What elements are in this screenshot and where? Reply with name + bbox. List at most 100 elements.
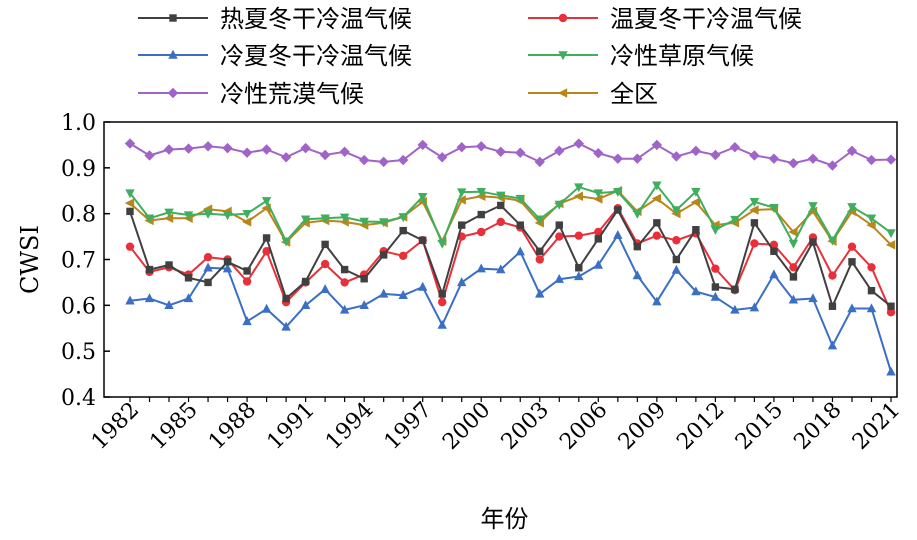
data-point [399, 226, 407, 235]
data-point [827, 340, 838, 350]
data-point [456, 195, 466, 205]
y-tick-label: 0.4 [61, 386, 96, 411]
legend-label: 温夏冬干冷温气候 [610, 5, 802, 33]
series-line [129, 204, 892, 310]
legend-swatch-marker [168, 49, 178, 59]
x-tick-label: 2000 [438, 398, 495, 455]
data-point [300, 300, 311, 310]
legend-swatch-marker [557, 88, 568, 98]
x-tick-label: 2012 [672, 398, 729, 455]
data-point [885, 240, 896, 250]
data-point [222, 263, 233, 273]
data-point [223, 258, 232, 266]
data-point [379, 251, 388, 259]
data-point [495, 146, 506, 157]
data-point [535, 288, 545, 298]
data-point [671, 264, 682, 274]
data-point [536, 247, 544, 255]
legend-label: 全区 [610, 80, 658, 108]
data-point [886, 229, 896, 239]
data-point [886, 366, 896, 376]
series-line [129, 189, 892, 246]
data-point [458, 221, 466, 229]
data-point [515, 194, 525, 204]
series-line [129, 142, 892, 167]
legend-swatch-marker [167, 87, 179, 99]
data-point [710, 291, 721, 301]
legend-entry: 全区 [528, 80, 658, 108]
legend-swatch-marker [558, 51, 568, 61]
data-point [378, 156, 389, 168]
data-point [749, 198, 760, 207]
data-point [418, 236, 427, 244]
x-tick-label: 1988 [204, 398, 261, 455]
data-point [241, 217, 252, 227]
data-point [321, 240, 329, 249]
data-point [809, 238, 817, 246]
data-point [866, 154, 877, 166]
data-point [261, 197, 272, 207]
data-point [828, 302, 837, 310]
data-point [320, 259, 330, 269]
data-point [261, 303, 272, 313]
data-point [672, 255, 681, 264]
x-tick-label: 2009 [614, 398, 671, 455]
data-point [750, 239, 759, 248]
data-point [535, 215, 545, 225]
legend-entry: 冷性草原气候 [528, 42, 754, 70]
data-point [573, 191, 583, 201]
data-point [575, 264, 583, 272]
data-point [847, 242, 857, 251]
data-point [651, 139, 663, 151]
data-point [398, 290, 408, 299]
data-point [417, 281, 428, 291]
series-group [126, 201, 895, 310]
data-point [846, 145, 858, 157]
data-point [789, 263, 798, 272]
series-group [124, 138, 897, 171]
x-tick-label: 1991 [263, 398, 320, 455]
data-point [437, 239, 447, 249]
data-point [788, 294, 799, 304]
data-point [301, 277, 310, 286]
data-point [417, 193, 428, 202]
data-point [554, 274, 564, 283]
data-point [614, 206, 622, 214]
y-tick-label: 0.5 [61, 340, 96, 365]
data-point [554, 145, 565, 157]
data-point [866, 214, 877, 224]
data-point [438, 290, 446, 298]
x-axis-title: 年份 [481, 505, 529, 533]
y-tick-label: 0.6 [61, 294, 96, 319]
data-point [476, 141, 487, 152]
x-tick-label: 2003 [497, 398, 554, 455]
data-point [866, 220, 876, 230]
data-point [788, 239, 799, 249]
data-point [593, 189, 604, 199]
legend-entry: 热夏冬干冷温气候 [138, 5, 412, 33]
data-point [711, 264, 720, 273]
data-point [653, 219, 661, 227]
data-point [476, 191, 486, 201]
legend-label: 冷性荒漠气候 [220, 80, 364, 108]
data-point [887, 302, 895, 310]
legend-swatch-marker [169, 14, 177, 22]
legend-swatch-marker [558, 13, 568, 23]
y-axis-title: CWSI [16, 225, 44, 294]
data-point [281, 237, 291, 247]
data-point [477, 210, 485, 219]
data-point [262, 234, 271, 242]
legend-entry: 冷性荒漠气候 [138, 80, 364, 108]
data-point [477, 227, 486, 237]
data-point [633, 242, 642, 251]
data-point [340, 265, 349, 274]
data-point [886, 308, 896, 317]
series-layer [124, 138, 897, 376]
data-point [749, 205, 759, 215]
x-tick-label: 1985 [146, 398, 203, 455]
data-point [632, 209, 643, 219]
data-point [788, 158, 799, 169]
data-point [652, 181, 662, 191]
data-point [710, 226, 721, 235]
data-point [711, 283, 720, 291]
